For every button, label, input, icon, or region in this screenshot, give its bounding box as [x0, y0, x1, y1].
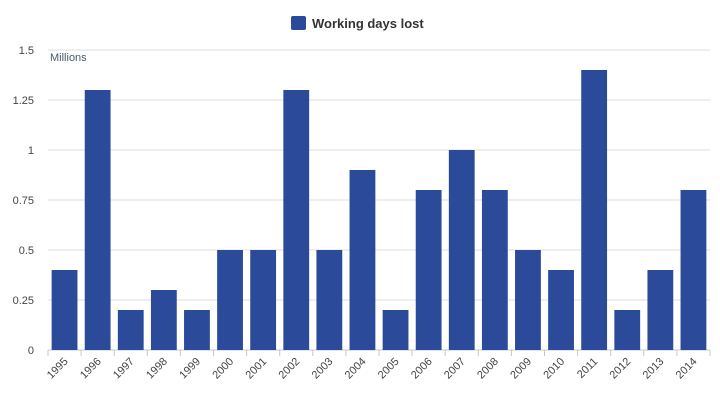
- y-tick-label: 1.5: [19, 45, 34, 57]
- bar-2000[interactable]: [217, 250, 243, 350]
- y-tick-label: 0: [28, 345, 34, 357]
- x-tick-label: 2007: [442, 356, 468, 382]
- x-tick-label: 1999: [177, 356, 203, 382]
- x-tick-label: 2012: [608, 356, 634, 382]
- y-tick-label: 1: [28, 145, 34, 157]
- x-tick-label: 2006: [409, 356, 435, 382]
- x-tick-label: 2005: [376, 356, 402, 382]
- bar-1996[interactable]: [84, 90, 111, 350]
- x-tick-label: 1998: [144, 356, 170, 382]
- y-tick-label: 0.5: [19, 245, 34, 257]
- bar-2003[interactable]: [316, 250, 343, 350]
- bar-1998[interactable]: [150, 290, 177, 350]
- y-axis-ticks: 0 0.25 0.5 0.75 1 1.25 1.5: [13, 45, 34, 357]
- y-tick-label: 0.75: [13, 195, 34, 207]
- bar-2002[interactable]: [283, 90, 310, 350]
- x-tick-label: 2001: [243, 356, 269, 382]
- legend[interactable]: Working days lost: [291, 16, 424, 31]
- x-tick-label: 2010: [541, 356, 567, 382]
- y-tick-label: 0.25: [13, 295, 34, 307]
- legend-swatch: [291, 16, 306, 30]
- x-tick-label: 2000: [210, 356, 236, 382]
- bar-2010[interactable]: [548, 270, 574, 350]
- gridlines: [48, 49, 710, 351]
- x-tick-label: 2008: [475, 356, 501, 382]
- bar-2014[interactable]: [680, 190, 707, 350]
- y-tick-label: 1.25: [13, 95, 34, 107]
- bar-2008[interactable]: [481, 190, 508, 350]
- bar-2011[interactable]: [581, 70, 608, 350]
- x-tick-label: 2004: [343, 356, 369, 382]
- bar-2013[interactable]: [647, 270, 674, 350]
- x-tick-label: 2014: [674, 356, 700, 382]
- bar-2007[interactable]: [448, 150, 475, 350]
- bar-1999[interactable]: [184, 310, 210, 350]
- y-unit-label: Millions: [50, 52, 87, 64]
- x-tick-label: 2013: [641, 356, 667, 382]
- bar-2001[interactable]: [250, 250, 277, 350]
- bar-2004[interactable]: [349, 170, 376, 350]
- x-tick-label: 2003: [310, 356, 336, 382]
- x-tick-label: 2011: [575, 356, 600, 381]
- bar-2012[interactable]: [614, 310, 641, 350]
- x-tick-label: 2009: [508, 356, 534, 382]
- bar-1995[interactable]: [51, 270, 78, 350]
- bar-2009[interactable]: [515, 250, 541, 350]
- x-tick-label: 2002: [277, 356, 303, 382]
- bars: [51, 70, 707, 350]
- x-tick-label: 1996: [78, 356, 104, 382]
- bar-2005[interactable]: [382, 310, 409, 350]
- x-tick-label: 1997: [111, 356, 137, 382]
- bar-2006[interactable]: [415, 190, 442, 350]
- x-axis: 1995 1996 1997 1998 1999 2000 2001 2002 2003 2004…: [45, 350, 711, 382]
- legend-label: Working days lost: [312, 16, 424, 31]
- x-tick-label: 1995: [45, 356, 71, 382]
- bar-1997[interactable]: [117, 310, 144, 350]
